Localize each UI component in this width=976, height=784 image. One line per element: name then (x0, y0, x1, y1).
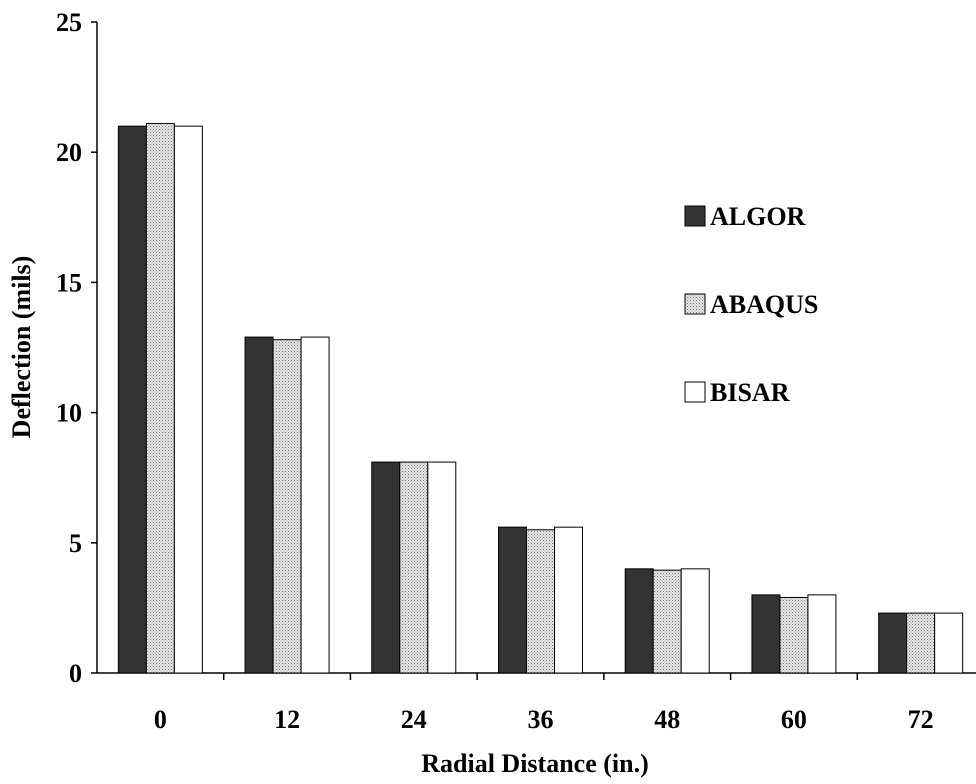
y-tick-label: 15 (56, 268, 82, 297)
bar-algor-48 (624, 568, 654, 674)
bar-abaqus-48 (652, 569, 682, 674)
x-tick-label: 72 (908, 705, 934, 734)
bar-algor-60 (751, 594, 781, 674)
bar-bisar-60 (807, 594, 837, 674)
bar-bisar-72 (934, 612, 964, 674)
bar-bisar-0 (173, 125, 203, 674)
y-tick-label: 5 (69, 529, 82, 558)
legend-label-bisar: BISAR (710, 378, 790, 407)
bar-algor-72 (878, 612, 908, 674)
bar-abaqus-24 (399, 461, 429, 674)
x-tick-label: 48 (654, 705, 680, 734)
x-axis-title: Radial Distance (in.) (421, 749, 649, 778)
y-tick-label: 0 (69, 659, 82, 688)
x-tick-label: 12 (274, 705, 300, 734)
legend: ALGOR ABAQUS BISAR (684, 202, 818, 407)
bar-bisar-24 (427, 461, 457, 674)
x-tick-label: 0 (154, 705, 167, 734)
legend-swatch-bisar (684, 381, 706, 403)
bar-algor-12 (244, 336, 274, 674)
y-axis-title: Deflection (mils) (7, 256, 36, 439)
y-tick-label: 25 (56, 8, 82, 37)
x-ticks: 0 12 24 36 48 60 72 (154, 673, 934, 734)
x-tick-label: 36 (528, 705, 554, 734)
bar-bisar-12 (300, 336, 330, 674)
bar-abaqus-72 (906, 612, 936, 674)
bar-bisar-48 (680, 568, 710, 674)
y-ticks: 0 5 10 15 20 25 (56, 8, 97, 688)
bar-algor-0 (117, 125, 147, 674)
legend-label-abaqus: ABAQUS (710, 290, 818, 319)
x-tick-label: 24 (401, 705, 427, 734)
bar-abaqus-36 (526, 529, 555, 674)
legend-swatch-algor (684, 205, 706, 227)
bar-bisar-36 (554, 526, 583, 674)
bar-abaqus-12 (272, 339, 302, 674)
bar-abaqus-60 (779, 596, 809, 674)
legend-item-algor: ALGOR (684, 202, 806, 231)
legend-item-bisar: BISAR (684, 378, 790, 407)
legend-label-algor: ALGOR (710, 202, 806, 231)
y-tick-label: 20 (56, 138, 82, 167)
bar-algor-24 (371, 461, 401, 674)
bar-algor-36 (498, 526, 527, 674)
legend-swatch-abaqus (684, 293, 706, 315)
x-tick-label: 60 (781, 705, 807, 734)
legend-item-abaqus: ABAQUS (684, 290, 818, 319)
bar-abaqus-0 (145, 123, 175, 674)
bars (117, 123, 964, 674)
y-tick-label: 10 (56, 399, 82, 428)
